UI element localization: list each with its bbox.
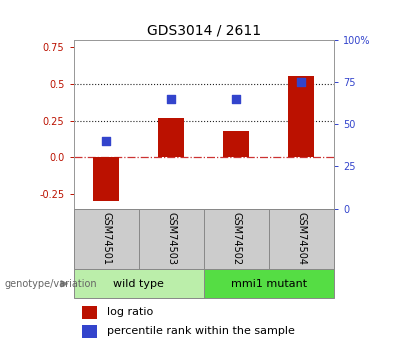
Bar <box>204 269 334 298</box>
Bar <box>289 77 315 157</box>
Text: GSM74501: GSM74501 <box>101 213 111 265</box>
Point <box>168 96 175 101</box>
Bar <box>139 209 204 269</box>
Bar <box>74 209 139 269</box>
Text: genotype/variation: genotype/variation <box>4 279 97 289</box>
Text: wild type: wild type <box>113 279 164 289</box>
Text: percentile rank within the sample: percentile rank within the sample <box>107 326 295 336</box>
Bar <box>204 209 269 269</box>
Bar <box>158 118 184 157</box>
Bar <box>93 157 119 201</box>
Point <box>103 138 110 144</box>
Text: GSM74502: GSM74502 <box>231 213 241 265</box>
Text: GSM74504: GSM74504 <box>297 213 306 265</box>
Bar <box>74 269 204 298</box>
Text: mmi1 mutant: mmi1 mutant <box>231 279 307 289</box>
Bar <box>82 306 97 318</box>
Point <box>233 96 240 101</box>
Point <box>298 79 305 85</box>
Text: log ratio: log ratio <box>107 307 153 317</box>
Text: GSM74503: GSM74503 <box>166 213 176 265</box>
Bar <box>82 325 97 337</box>
Bar <box>223 131 249 157</box>
Title: GDS3014 / 2611: GDS3014 / 2611 <box>147 23 261 37</box>
Bar <box>269 209 334 269</box>
